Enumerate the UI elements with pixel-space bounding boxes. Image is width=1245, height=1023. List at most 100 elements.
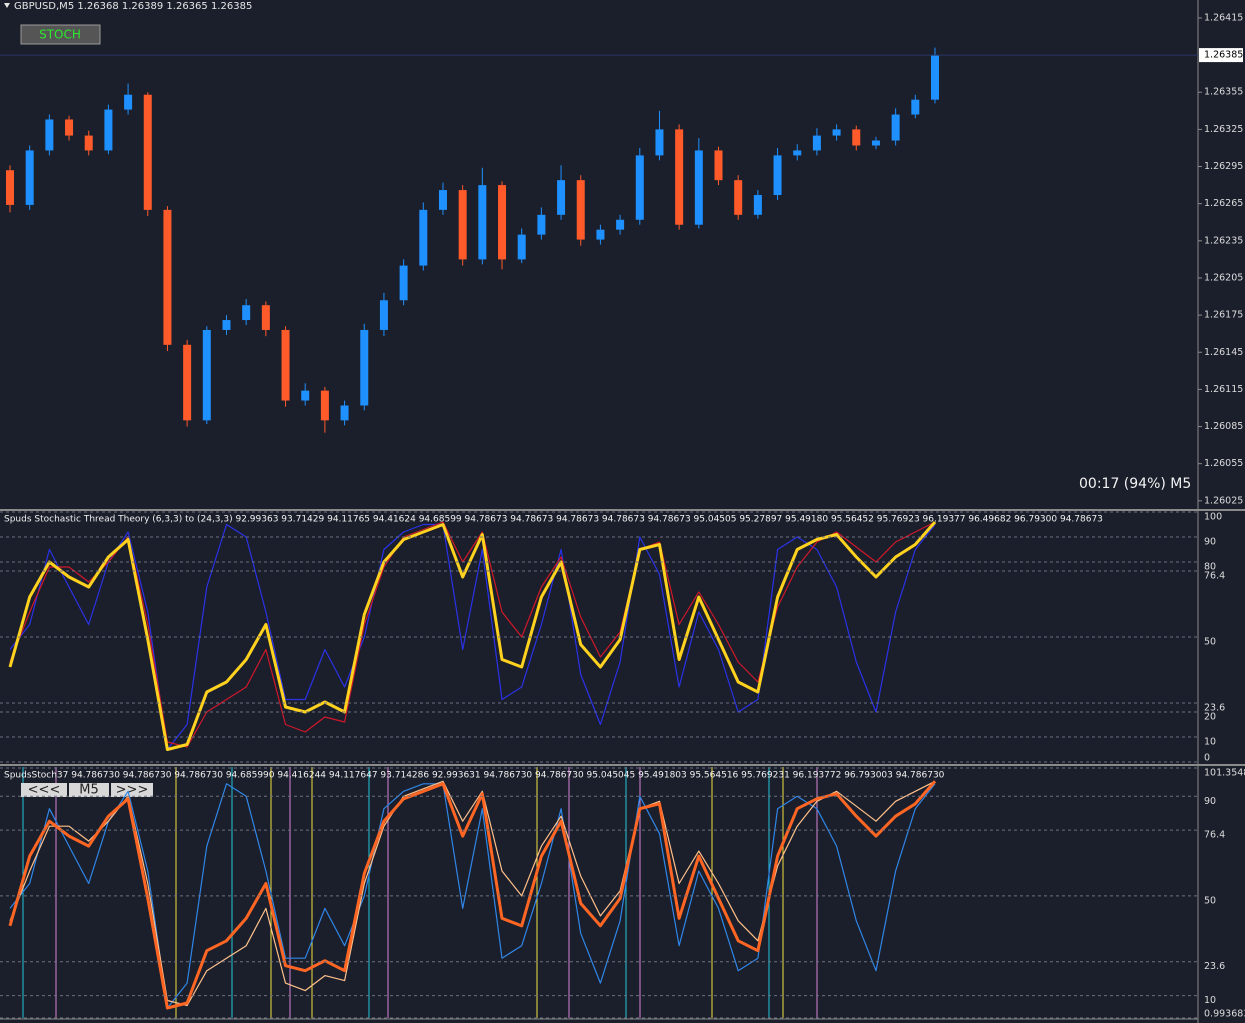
y-tick-label: 0.993683 (1204, 1009, 1245, 1020)
candle-body (6, 170, 14, 205)
candle-body (183, 344, 192, 421)
y-tick-label: 1.26235 (1204, 235, 1243, 246)
candle-body (419, 209, 428, 266)
candle-body (773, 155, 782, 196)
candle-body (45, 119, 54, 151)
symbol-header: GBPUSD,M5 1.26368 1.26389 1.26365 1.2638… (14, 1, 252, 12)
candle-body (202, 329, 211, 421)
y-tick-label: 20 (1204, 712, 1216, 723)
y-tick-label: 10 (1204, 737, 1216, 748)
y-tick-label: 100 (1204, 512, 1222, 523)
candle-body (753, 195, 762, 215)
candle-body (655, 129, 664, 156)
indicator-title: Spuds Stochastic Thread Theory (6,3,3) t… (4, 515, 1103, 525)
candle-body (931, 55, 939, 100)
candle-body (261, 305, 270, 330)
current-price-label: 1.26385 (1204, 50, 1243, 61)
y-tick-label: 50 (1204, 637, 1216, 648)
candle-body (25, 150, 34, 205)
candle-body (675, 129, 684, 225)
y-tick-label: 90 (1204, 537, 1216, 548)
candle-body (635, 155, 644, 220)
candle-body (891, 114, 900, 141)
candle-body (694, 150, 703, 225)
nav-next[interactable]: >>> (116, 783, 149, 798)
candle-body (576, 180, 585, 240)
candle-body (734, 180, 743, 215)
button-box[interactable] (20, 24, 101, 45)
y-tick-label: 23.6 (1204, 961, 1225, 972)
y-tick-label: 1.26175 (1204, 310, 1243, 321)
y-tick-label: 90 (1204, 796, 1216, 807)
candle-body (517, 234, 526, 260)
y-tick-label: 10 (1204, 995, 1216, 1006)
y-tick-label: 1.26415 (1204, 12, 1243, 23)
candle-body (596, 229, 605, 240)
candle-body (143, 94, 152, 210)
current-price-box (1199, 48, 1243, 63)
candle-body (84, 135, 93, 151)
candle-body (320, 390, 329, 421)
candle-body (301, 390, 310, 401)
candle-body (852, 129, 861, 146)
stoch-button[interactable]: STOCH (20, 24, 101, 45)
candle-body (379, 300, 388, 330)
candle-body (557, 180, 566, 215)
y-tick-label: 1.26085 (1204, 421, 1243, 432)
stoch-line (8, 521, 937, 751)
y-tick-label: 1.26295 (1204, 161, 1243, 172)
nav-next-box[interactable] (111, 783, 153, 797)
candle-body (793, 150, 802, 156)
candle-body (871, 140, 880, 146)
candle-body (458, 190, 467, 260)
dropdown-arrow[interactable] (4, 3, 10, 8)
candle-body (399, 265, 408, 301)
signal-lines (22, 767, 818, 1018)
candle-body (124, 94, 133, 110)
y-tick-label: 1.26265 (1204, 198, 1243, 209)
indicator-title: SpudsStoch37 94.786730 94.786730 94.7867… (4, 771, 945, 781)
candle-body (616, 219, 625, 230)
candle-body (537, 214, 546, 235)
candle-body (242, 305, 251, 321)
y-tick-label: 0 (1204, 753, 1210, 764)
timer-annotation: 00:17 (94%) M5 (1079, 476, 1191, 492)
stoch-line (9, 780, 936, 1007)
y-tick-label: 76.4 (1204, 571, 1225, 582)
y-tick-label: 101.35487 (1204, 768, 1245, 779)
y-tick-label: 80 (1204, 562, 1216, 573)
nav-prev[interactable]: <<< (28, 783, 61, 798)
y-tick-label: 76.4 (1204, 830, 1225, 841)
candle-body (104, 109, 113, 151)
candle-body (832, 129, 841, 136)
candle-body (498, 185, 507, 260)
y-tick-label: 1.26325 (1204, 124, 1243, 135)
nav-timeframe[interactable]: M5 (79, 783, 99, 798)
y-tick-label: 1.26025 (1204, 495, 1243, 506)
stoch-line (8, 780, 937, 1010)
button-label[interactable]: STOCH (39, 28, 81, 42)
nav-prev-box[interactable] (21, 783, 67, 797)
candle-body (714, 150, 723, 181)
navigation: <<< M5 >>> (21, 783, 153, 798)
candle-body (163, 209, 172, 345)
candle-body (222, 320, 231, 330)
candle-body (911, 99, 920, 115)
y-tick-label: 1.26145 (1204, 347, 1243, 358)
candle-body (281, 329, 290, 401)
y-tick-label: 1.26205 (1204, 272, 1243, 283)
candle-body (812, 135, 821, 151)
plot-layer (6, 47, 939, 1010)
y-tick-label: 1.26355 (1204, 87, 1243, 98)
candle-body (65, 119, 74, 136)
y-tick-label: 50 (1204, 895, 1216, 906)
y-tick-label: 23.6 (1204, 703, 1225, 714)
candle-body (438, 190, 447, 210)
candle-body (360, 329, 369, 406)
nav-timeframe-box[interactable] (69, 783, 109, 797)
candle-body (478, 185, 487, 260)
y-tick-label: 1.26115 (1204, 384, 1243, 395)
